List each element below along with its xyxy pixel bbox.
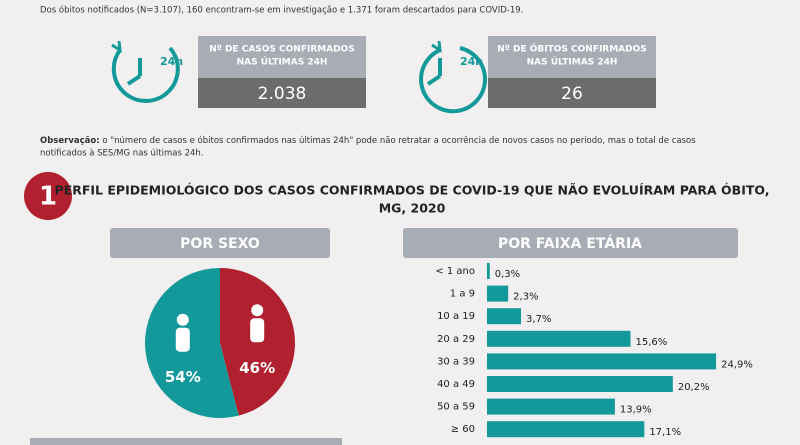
icon-text: 24h — [460, 55, 483, 68]
section-title: PERFIL EPIDEMIOLÓGICO DOS CASOS CONFIRMA… — [55, 183, 770, 198]
person-icon — [251, 304, 264, 317]
card-label: NAS ÚLTIMAS 24H — [237, 56, 328, 68]
chart-title: POR FAIXA ETÁRIA — [498, 235, 642, 252]
category-label: 50 a 59 — [437, 402, 475, 413]
card-label: NAS ÚLTIMAS 24H — [527, 56, 618, 68]
note: notificados à SES/MG nas últimas 24h. — [40, 149, 204, 159]
chart-header — [110, 228, 330, 258]
card-label: Nº DE ÓBITOS CONFIRMADOS — [497, 43, 647, 55]
next-header — [30, 438, 342, 445]
bar — [487, 263, 490, 279]
chart-title: POR SEXO — [180, 236, 260, 252]
pie-label: 46% — [239, 359, 275, 377]
card-label-box — [488, 36, 656, 78]
category-label: 20 a 29 — [437, 334, 475, 345]
person-icon — [175, 327, 190, 352]
bar — [487, 421, 645, 438]
intro: Dos óbitos notificados (N=3.107), 160 en… — [40, 5, 523, 16]
bar — [487, 353, 717, 370]
bar — [487, 308, 522, 325]
value-label: 17,1% — [649, 427, 681, 438]
card-value-box — [488, 78, 656, 108]
icon-text: 24h — [160, 55, 183, 68]
value-label: 0,3% — [495, 269, 520, 280]
value-label: 2,3% — [513, 292, 538, 303]
category-label: 40 a 49 — [437, 379, 475, 390]
value-label: 20,2% — [678, 382, 710, 393]
card-value: 26 — [561, 84, 583, 104]
chart-header — [403, 228, 738, 258]
pie-slice — [145, 268, 239, 418]
bar — [487, 285, 509, 302]
category-label: ≥ 60 — [451, 424, 475, 435]
card-label: Nº DE CASOS CONFIRMADOS — [209, 45, 355, 55]
category-label: 1 a 9 — [450, 289, 475, 300]
value-label: 13,9% — [620, 405, 652, 416]
note-text: o "número de casos e óbitos confirmados … — [100, 135, 697, 146]
note-bold: Observação: — [40, 136, 100, 146]
section-badge — [24, 172, 72, 220]
value-label: 15,6% — [636, 337, 668, 348]
value-label: 3,7% — [526, 314, 551, 325]
card-label-box — [198, 36, 366, 78]
person-icon — [250, 318, 265, 343]
value-label: 24,9% — [721, 359, 753, 370]
person-icon — [176, 313, 189, 326]
bar — [487, 330, 631, 347]
category-label: < 1 ano — [435, 266, 475, 277]
bar — [487, 398, 615, 415]
category-label: 30 a 39 — [437, 356, 475, 367]
note: Observação: o "número de casos e óbitos … — [40, 135, 696, 146]
card-value: 2.038 — [258, 84, 307, 104]
pie-label: 54% — [165, 368, 201, 386]
category-label: 10 a 19 — [437, 311, 475, 322]
section-number: 1 — [39, 182, 57, 212]
clock-icon — [111, 40, 487, 114]
card-value-box — [198, 78, 366, 108]
bar — [487, 376, 673, 392]
section-title: MG, 2020 — [379, 201, 446, 216]
